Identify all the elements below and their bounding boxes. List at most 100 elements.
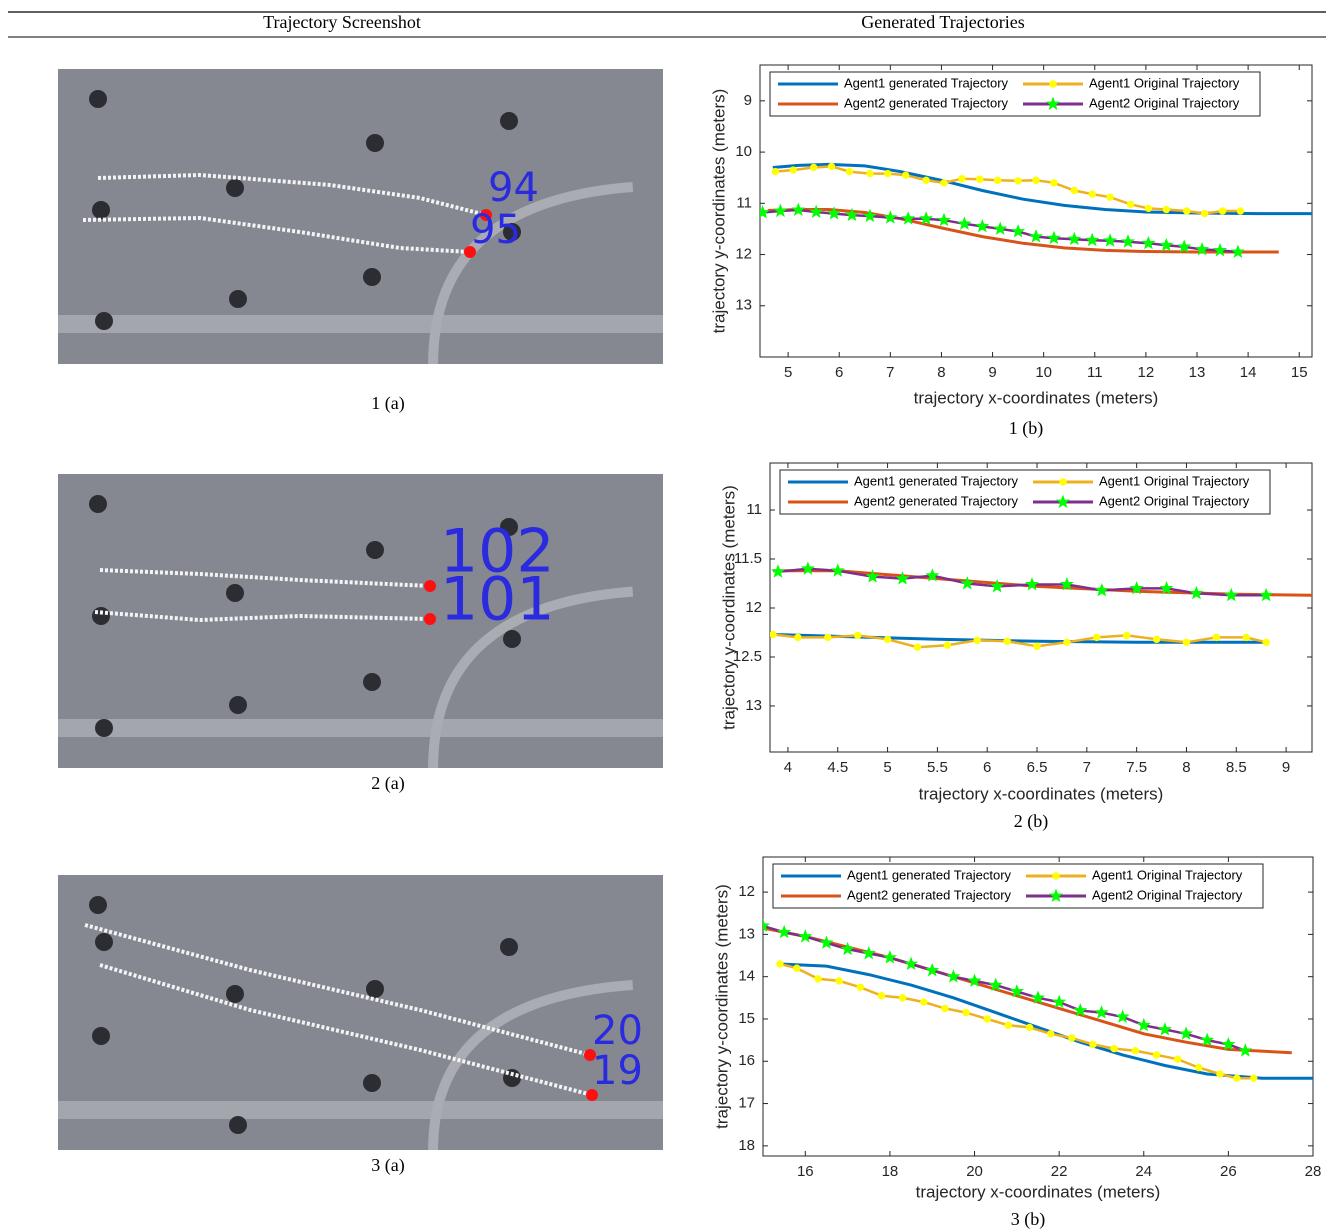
dot-marker: [794, 965, 800, 971]
dot-marker: [1213, 634, 1219, 640]
dot-marker: [828, 163, 834, 169]
dot-marker: [1174, 1056, 1180, 1062]
dot-marker: [884, 636, 890, 642]
x-tick-label: 7.5: [1126, 759, 1147, 776]
y-tick-label: 15: [738, 1010, 755, 1027]
x-tick-label: 13: [1189, 364, 1206, 381]
pedestrian: [92, 201, 110, 219]
pedestrian: [229, 1116, 247, 1134]
track-label: 101: [440, 565, 555, 635]
agent-dot: [424, 613, 436, 625]
dot-marker: [1053, 873, 1059, 879]
legend-label: Agent2 Original Trajectory: [1099, 493, 1250, 508]
pedestrian: [363, 268, 381, 286]
dot-marker: [1132, 1047, 1138, 1053]
pedestrian: [95, 933, 113, 951]
legend-label: Agent1 generated Trajectory: [854, 473, 1019, 488]
pedestrian: [95, 312, 113, 330]
pedestrian: [366, 134, 384, 152]
y-axis-label: trajectory y-coordinates (meters): [712, 884, 731, 1129]
y-tick-label: 16: [738, 1052, 755, 1069]
dot-marker: [795, 634, 801, 640]
pedestrian: [89, 495, 107, 513]
track-label: 19: [592, 1048, 643, 1094]
dot-marker: [941, 180, 947, 186]
dot-marker: [1071, 187, 1077, 193]
dot-marker: [836, 978, 842, 984]
y-tick-label: 12: [745, 599, 762, 616]
legend-label: Agent1 Original Trajectory: [1089, 75, 1240, 90]
x-tick-label: 7: [1083, 759, 1091, 776]
x-tick-label: 18: [882, 1163, 899, 1180]
x-tick-label: 10: [1035, 364, 1052, 381]
y-tick-label: 11: [746, 501, 762, 518]
track-label: 94: [488, 165, 539, 211]
x-tick-label: 9: [988, 364, 996, 381]
dot-marker: [1184, 208, 1190, 214]
dot-marker: [959, 176, 965, 182]
dot-marker: [1153, 1052, 1159, 1058]
pedestrian: [366, 980, 384, 998]
dot-marker: [1123, 632, 1129, 638]
pedestrian: [89, 90, 107, 108]
dot-marker: [1047, 1031, 1053, 1037]
x-tick-label: 9: [1282, 759, 1290, 776]
x-tick-label: 12: [1138, 364, 1155, 381]
pedestrian: [89, 896, 107, 914]
dot-marker: [974, 637, 980, 643]
x-tick-label: 5: [883, 759, 891, 776]
legend-label: Agent2 generated Trajectory: [844, 95, 1009, 110]
dot-marker: [878, 993, 884, 999]
x-axis-label: trajectory x-coordinates (meters): [919, 784, 1164, 803]
y-tick-label: 13: [745, 697, 762, 714]
dot-marker: [1094, 634, 1100, 640]
caption: 2 (a): [371, 773, 404, 794]
x-tick-label: 28: [1305, 1163, 1322, 1180]
dot-marker: [963, 1009, 969, 1015]
dot-marker: [857, 984, 863, 990]
dot-marker: [914, 644, 920, 650]
x-tick-label: 16: [797, 1163, 814, 1180]
pedestrian: [500, 938, 518, 956]
dot-marker: [810, 164, 816, 170]
dot-marker: [1183, 639, 1189, 645]
legend-label: Agent1 Original Trajectory: [1092, 867, 1243, 882]
track-label: 95: [470, 207, 521, 253]
x-tick-label: 4.5: [827, 759, 848, 776]
dot-marker: [977, 176, 983, 182]
y-tick-label: 12: [738, 883, 755, 900]
y-tick-label: 13: [738, 925, 755, 942]
caption: 1 (a): [371, 393, 404, 414]
pedestrian: [226, 985, 244, 1003]
dot-marker: [994, 177, 1000, 183]
dot-marker: [1060, 479, 1066, 485]
dot-marker: [1107, 194, 1113, 200]
x-tick-label: 15: [1291, 364, 1308, 381]
caption: 3 (b): [1011, 1209, 1046, 1230]
y-axis-label: trajectory y-coordinates (meters): [719, 485, 738, 730]
dot-marker: [984, 1016, 990, 1022]
dot-marker: [777, 961, 783, 967]
y-axis-label: trajectory y-coordinates (meters): [709, 89, 728, 334]
dot-marker: [1034, 643, 1040, 649]
x-tick-label: 22: [1051, 1163, 1068, 1180]
x-tick-label: 6: [983, 759, 991, 776]
dot-marker: [944, 642, 950, 648]
dot-marker: [1145, 205, 1151, 211]
legend-label: Agent2 generated Trajectory: [847, 887, 1012, 902]
y-tick-label: 10: [735, 143, 752, 160]
dot-marker: [846, 168, 852, 174]
dot-marker: [1004, 638, 1010, 644]
dot-marker: [815, 976, 821, 982]
y-tick-label: 17: [738, 1095, 755, 1112]
y-tick-label: 9: [744, 92, 752, 109]
x-tick-label: 5.5: [927, 759, 948, 776]
pedestrian: [229, 696, 247, 714]
y-tick-label: 11: [736, 194, 752, 211]
pedestrian: [363, 673, 381, 691]
caption: 2 (b): [1014, 811, 1049, 832]
x-tick-label: 5: [784, 364, 792, 381]
x-tick-label: 11: [1087, 364, 1103, 381]
dot-marker: [1026, 1024, 1032, 1030]
dot-marker: [1263, 639, 1269, 645]
